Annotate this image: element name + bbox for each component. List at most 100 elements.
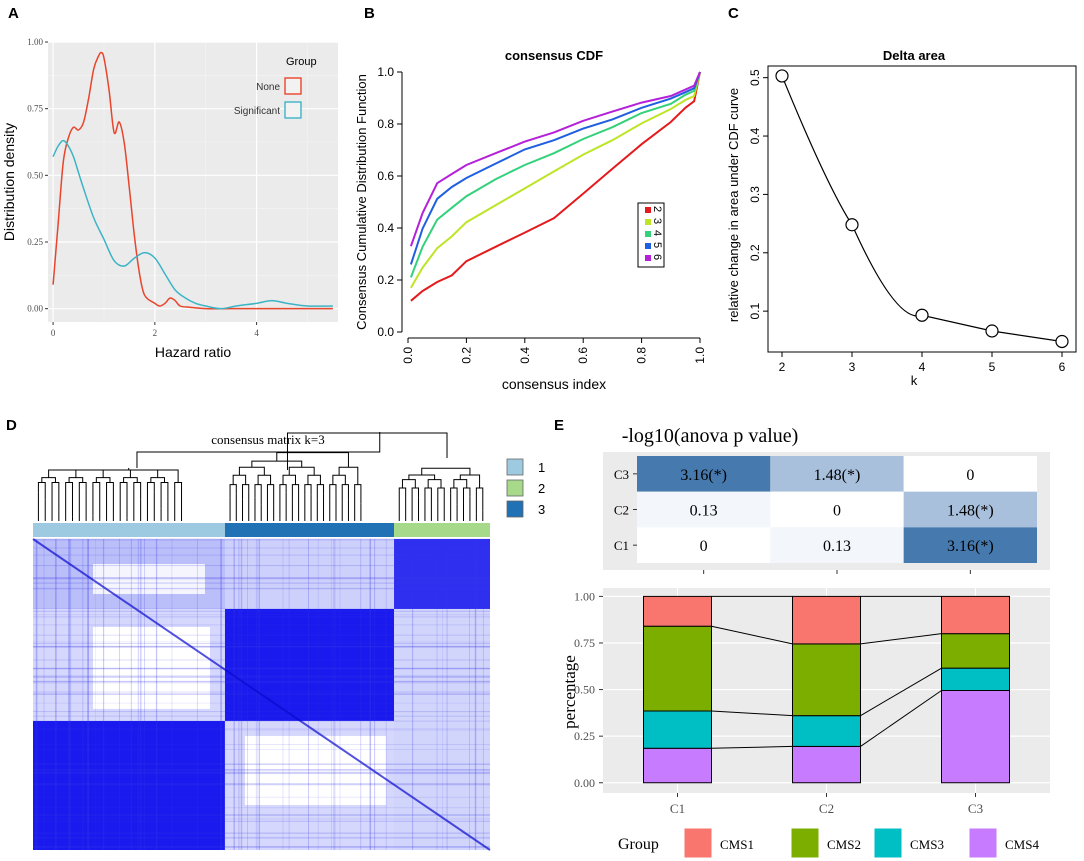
panel-d-cluster-bar-segment-1 bbox=[33, 523, 225, 537]
panel-c-series-line bbox=[781, 75, 1063, 343]
panel-a-y-tick-label: 0.00 bbox=[27, 304, 43, 314]
panel-e-x-tick-label: C3 bbox=[968, 801, 983, 816]
panel-e-anova-table: -log10(anova p value) 3.16(*) 1.48(*) 0 0.1… bbox=[603, 425, 1050, 574]
panel-e-legend-swatch-cms3 bbox=[873, 827, 903, 859]
panel-e-flow-link bbox=[711, 625, 793, 645]
panel-b-series-line-2 bbox=[410, 71, 701, 302]
panel-d-white-region bbox=[93, 564, 205, 594]
panel-e-table-cell bbox=[903, 527, 1037, 563]
panel-c-y-tick-label: 0.4 bbox=[748, 127, 762, 144]
panel-d-dendrogram-link bbox=[51, 482, 60, 511]
panel-b-series-line-6 bbox=[409, 71, 701, 247]
panel-d-dendrogram-link bbox=[48, 469, 77, 478]
panel-letter-a: A bbox=[8, 5, 19, 22]
panel-d-dendrogram-link bbox=[329, 484, 337, 500]
panel-d-dendrogram-link bbox=[463, 487, 471, 503]
panel-d-dendrogram-link bbox=[174, 482, 183, 519]
panel-e-x-tick-label: C2 bbox=[819, 801, 834, 816]
panel-d-diagonal bbox=[32, 538, 491, 851]
panel-b-legend-swatch-5 bbox=[645, 243, 651, 249]
panel-d-dendrogram-link bbox=[136, 432, 381, 468]
panel-e-table-cell bbox=[637, 456, 771, 492]
panel-e-table-cell-value: 1.48(*) bbox=[947, 503, 994, 520]
panel-b-legend-label-6: 6 bbox=[651, 254, 663, 260]
panel-b-y-tick-label: 0.4 bbox=[377, 221, 394, 235]
panel-d-dendrogram-link bbox=[106, 482, 114, 516]
panel-e-table-cell bbox=[770, 491, 904, 528]
panel-d-dendrogram bbox=[37, 432, 484, 521]
panel-e-legend-swatch-cms4 bbox=[968, 827, 998, 859]
panel-c-point-k5 bbox=[985, 324, 999, 338]
panel-b-legend-swatch-4 bbox=[645, 231, 651, 237]
panel-d-legend-swatch-1 bbox=[506, 458, 524, 476]
panel-b-legend-swatch-6 bbox=[645, 255, 651, 261]
panel-e-table-cell-value: 0.13 bbox=[690, 503, 718, 520]
panel-e-stacked-bar-chart: 0.00 0.25 0.50 0.75 1.00 C1 C2 C3 percentage Gr… bbox=[560, 588, 1050, 859]
panel-a-y-tick-label: 1.00 bbox=[27, 37, 43, 47]
panel-e-bar-cms1-c3 bbox=[941, 595, 1010, 635]
panel-d-dendrogram-link bbox=[133, 482, 142, 500]
panel-a-legend-label-none: None bbox=[256, 82, 280, 93]
panel-d-legend: 1 2 3 bbox=[506, 458, 545, 518]
panel-b-consensus-cdf-chart: consensus CDF 0.0 0.2 0.4 0.6 0.8 1.0 0.0 0.2 0.… bbox=[354, 48, 707, 392]
panel-d-dendrogram-link bbox=[424, 487, 432, 509]
panel-d-dendrogram-link bbox=[276, 452, 349, 468]
panel-e-y-tick-label: 0.75 bbox=[574, 636, 595, 650]
panel-e-table-cell-value: 0.13 bbox=[823, 538, 851, 555]
panel-a-legend-label-significant: Significant bbox=[234, 106, 280, 117]
panel-e-bar-cms2-c2 bbox=[792, 643, 861, 717]
panel-d-dendrogram-link bbox=[475, 487, 484, 514]
panel-e-bar-cms1-c2 bbox=[792, 595, 861, 645]
panel-d-dendrogram-link bbox=[119, 482, 128, 518]
panel-a-y-tick-label: 0.25 bbox=[27, 237, 43, 247]
panel-d-block-center bbox=[224, 608, 395, 721]
panel-e-table-row-label: C3 bbox=[614, 467, 629, 482]
panel-b-title: consensus CDF bbox=[505, 48, 603, 63]
panel-letter-d: D bbox=[6, 417, 17, 434]
panel-d-dendrogram-link bbox=[450, 487, 458, 505]
panel-b-y-tick-label: 0.6 bbox=[377, 169, 394, 183]
panel-e-y-axis-label: percentage bbox=[560, 655, 579, 729]
panel-d-dendrogram-link bbox=[398, 487, 407, 504]
panel-e-table-cell bbox=[770, 527, 904, 563]
panel-a-density-chart: 0 2 4 0.00 0.25 0.50 0.75 1.00 Hazard ratio Dis… bbox=[1, 37, 338, 360]
panel-b-x-tick-label: 1.0 bbox=[693, 347, 707, 364]
panel-c-x-tick-label: 5 bbox=[989, 360, 996, 374]
panel-b-legend-swatch-2 bbox=[645, 207, 651, 213]
panel-b-y-tick-label: 0.8 bbox=[377, 117, 394, 131]
panel-e-table-cell-value: 0 bbox=[833, 503, 841, 520]
panel-c-delta-area-chart: Delta area 2 3 4 5 6 0.1 0.2 0.3 0.4 0.5 k relati… bbox=[726, 48, 1077, 388]
panel-e-bar-cms4-c2 bbox=[792, 745, 861, 784]
panel-e-table-row-label: C2 bbox=[614, 503, 629, 518]
panel-a-legend-title: Group bbox=[286, 56, 317, 68]
panel-c-y-axis-label: relative change in area under CDF curve bbox=[726, 88, 741, 322]
panel-d-dendrogram-link bbox=[254, 484, 262, 505]
panel-c-x-tick-label: 3 bbox=[849, 360, 856, 374]
panel-e-y-tick-label: 0.00 bbox=[574, 776, 595, 790]
panel-e-table-cell bbox=[903, 456, 1037, 492]
panel-e-flow-link bbox=[711, 710, 793, 717]
panel-d-dendrogram-link bbox=[157, 469, 179, 483]
panel-e-legend: Group CMS1 CMS2 CMS3 CMS4 bbox=[618, 827, 1039, 859]
panel-d-dendrogram-link bbox=[411, 487, 420, 514]
panel-d-dendrogram-link bbox=[37, 482, 46, 500]
panel-d-dendrogram-link bbox=[453, 479, 468, 489]
panel-e-table-cell bbox=[903, 491, 1037, 528]
panel-d-dendrogram-link bbox=[341, 484, 349, 503]
panel-e-table-cell-value: 0 bbox=[966, 467, 974, 484]
panel-a-series-line-significant bbox=[52, 139, 333, 310]
panel-d-dendrogram-link bbox=[316, 484, 325, 500]
panel-d-dendrogram-link bbox=[65, 482, 73, 519]
panel-d-heatmap bbox=[32, 538, 491, 851]
panel-a-x-tick-label: 4 bbox=[254, 328, 259, 338]
panel-a-legend-key-bg bbox=[284, 101, 302, 119]
panel-d-block-lower-left bbox=[33, 720, 225, 850]
panel-b-x-axis-label: consensus index bbox=[502, 376, 606, 392]
panel-d-white-region bbox=[244, 735, 387, 805]
panel-b-x-tick-label: 0.2 bbox=[459, 347, 473, 364]
panel-d-dendrogram-link bbox=[437, 487, 445, 516]
panel-d-cluster-bar-segment-2 bbox=[394, 523, 490, 537]
panel-d-cluster-bar-segment-3 bbox=[224, 523, 395, 537]
panel-c-x-tick-label: 6 bbox=[1059, 360, 1066, 374]
